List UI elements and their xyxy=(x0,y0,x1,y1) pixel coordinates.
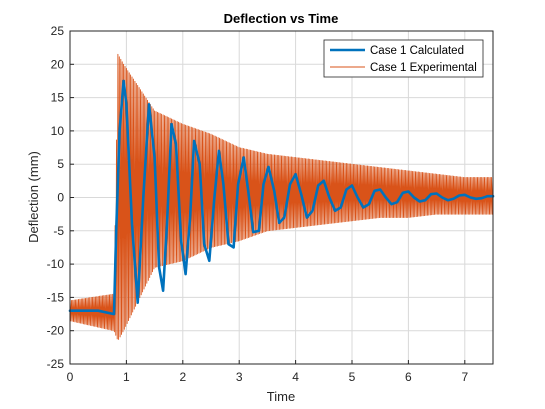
y-tick-label: -20 xyxy=(47,324,65,338)
y-tick-label: 0 xyxy=(57,191,64,205)
y-tick-label: -25 xyxy=(47,357,65,371)
y-tick-label: -15 xyxy=(47,290,65,304)
x-axis-label: Time xyxy=(267,389,295,404)
x-tick-label: 3 xyxy=(236,370,243,384)
legend-label-experimental: Case 1 Experimental xyxy=(370,62,477,74)
legend: Case 1 Calculated Case 1 Experimental xyxy=(323,39,484,78)
series-line-calculated xyxy=(68,79,495,316)
series-layer xyxy=(68,53,495,340)
y-tick-label: -5 xyxy=(53,224,64,238)
x-tick-label: 1 xyxy=(123,370,130,384)
y-axis-label: Deflection (mm) xyxy=(26,151,41,243)
series-line-experimental xyxy=(69,53,494,340)
y-tick-label: -10 xyxy=(47,257,65,271)
y-tick-label: 20 xyxy=(51,57,65,71)
x-tick-label: 2 xyxy=(179,370,186,384)
x-tick-label: 5 xyxy=(349,370,356,384)
legend-label-calculated: Case 1 Calculated xyxy=(370,45,464,57)
y-tick-label: 25 xyxy=(51,24,65,38)
legend-box xyxy=(323,39,484,78)
chart-title: Deflection vs Time xyxy=(224,11,339,26)
y-tick-label: 5 xyxy=(57,157,64,171)
x-tick-label: 7 xyxy=(461,370,468,384)
ticks: 0 1 2 3 4 5 6 7 -25 -20 -15 -10 -5 0 5 10 15 20 25 xyxy=(47,24,469,384)
y-tick-label: 15 xyxy=(51,91,65,105)
x-tick-label: 4 xyxy=(292,370,299,384)
x-tick-label: 0 xyxy=(67,370,74,384)
y-tick-label: 10 xyxy=(51,124,65,138)
x-tick-label: 6 xyxy=(405,370,412,384)
